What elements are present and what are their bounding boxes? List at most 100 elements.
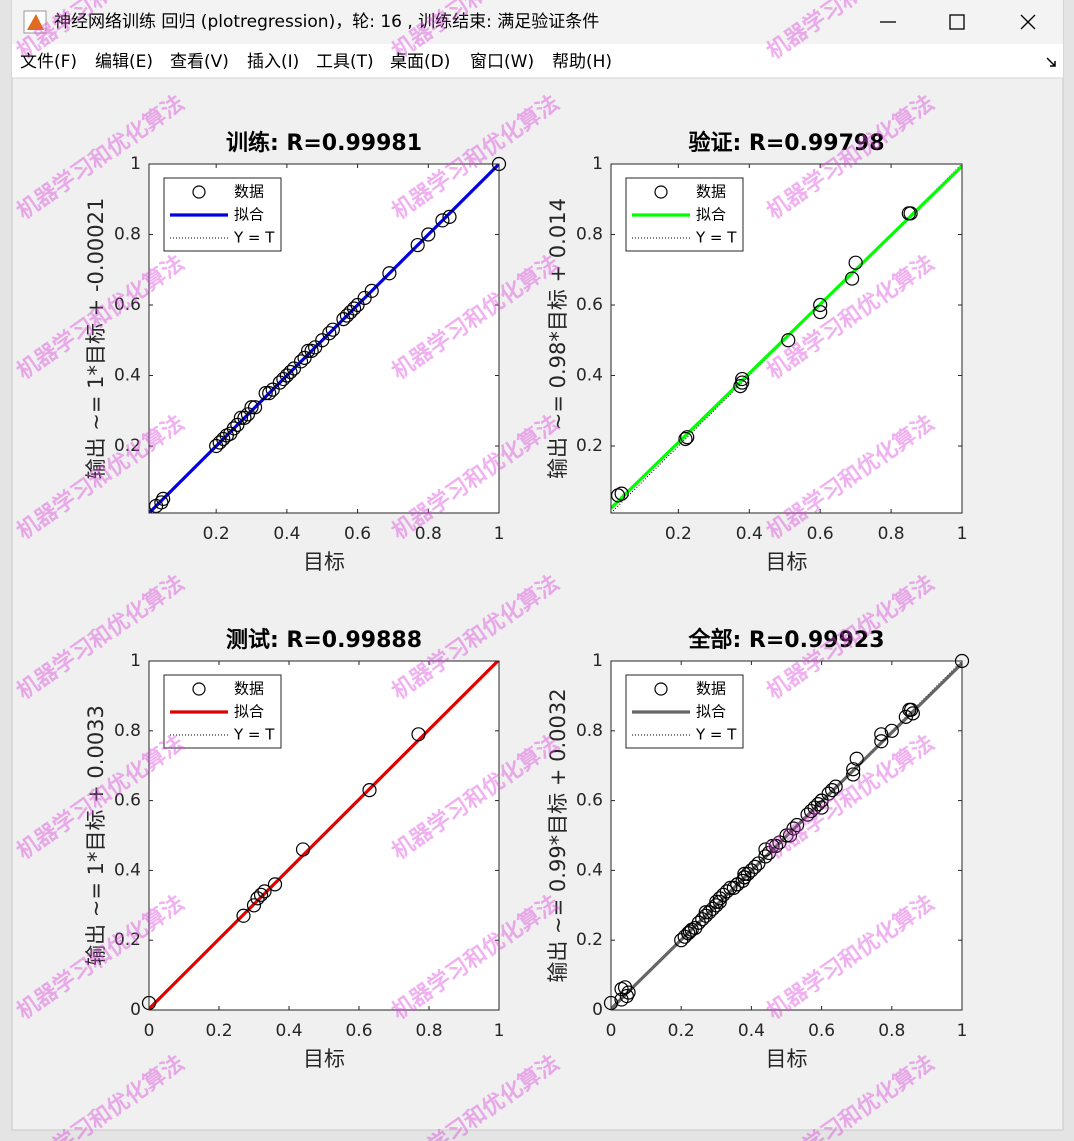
fit-line bbox=[149, 164, 499, 513]
y-tick-label: 0.6 bbox=[576, 791, 603, 811]
y-tick-label: 1 bbox=[130, 154, 141, 174]
maximize-button[interactable] bbox=[949, 14, 965, 30]
data-point bbox=[382, 266, 397, 281]
data-point bbox=[698, 905, 713, 920]
x-tick-label: 0.6 bbox=[808, 1021, 835, 1041]
data-point bbox=[421, 227, 436, 242]
data-point bbox=[257, 884, 272, 899]
x-axis-label: 目标 bbox=[766, 550, 808, 574]
menu-item[interactable]: 帮助(H) bbox=[552, 52, 612, 72]
x-tick-label: 0.8 bbox=[878, 524, 905, 544]
data-point bbox=[874, 727, 889, 742]
data-point bbox=[904, 702, 919, 717]
menu-item[interactable]: 窗口(W) bbox=[470, 52, 534, 72]
x-tick-label: 0 bbox=[144, 1021, 155, 1041]
legend-marker bbox=[654, 185, 668, 199]
data-point bbox=[698, 908, 713, 923]
data-point bbox=[813, 297, 828, 313]
x-tick-label: 0.8 bbox=[415, 524, 442, 544]
menu-bar bbox=[12, 44, 1063, 78]
chart-title: 训练: R=0.99981 bbox=[226, 130, 422, 156]
data-point bbox=[905, 706, 920, 721]
menu-item[interactable]: 文件(F) bbox=[20, 52, 77, 72]
legend-label: 数据 bbox=[696, 680, 726, 698]
y-tick-label: 0 bbox=[592, 1000, 603, 1020]
y-tick-label: 0.8 bbox=[576, 721, 603, 741]
y-axis-label: 输出 ~= 1*目标 + 0.0033 bbox=[84, 705, 108, 966]
data-point bbox=[848, 255, 863, 270]
data-point bbox=[682, 924, 698, 939]
legend-label: Y = T bbox=[233, 229, 275, 247]
data-point bbox=[903, 206, 918, 221]
data-point bbox=[813, 304, 828, 320]
x-tick-label: 0.4 bbox=[738, 1021, 765, 1041]
data-point bbox=[614, 486, 629, 501]
data-point bbox=[730, 877, 745, 892]
data-point bbox=[237, 410, 252, 425]
data-point bbox=[246, 898, 262, 913]
x-tick-label: 0.2 bbox=[203, 524, 230, 544]
x-axis-label: 目标 bbox=[303, 550, 345, 574]
menu-item[interactable]: 查看(V) bbox=[170, 52, 229, 72]
data-point bbox=[325, 322, 340, 337]
menu-item[interactable]: 桌面(D) bbox=[390, 52, 450, 72]
x-tick-label: 0.2 bbox=[668, 1021, 695, 1041]
chart-title: 测试: R=0.99888 bbox=[226, 628, 422, 653]
data-point bbox=[304, 343, 319, 358]
data-point bbox=[300, 343, 316, 358]
data-point bbox=[828, 779, 843, 794]
x-tick-label: 1 bbox=[494, 524, 505, 544]
app-icon bbox=[23, 10, 47, 34]
data-point bbox=[283, 364, 298, 380]
data-point bbox=[733, 378, 748, 394]
x-tick-label: 0.4 bbox=[736, 524, 763, 544]
dock-icon[interactable] bbox=[1046, 57, 1056, 67]
legend-marker bbox=[192, 185, 206, 199]
data-point bbox=[874, 734, 889, 749]
x-tick-label: 0.4 bbox=[275, 1021, 302, 1041]
menu-item[interactable]: 工具(T) bbox=[316, 52, 374, 72]
legend-label: 拟合 bbox=[696, 206, 726, 224]
legend-marker bbox=[192, 682, 206, 696]
data-point bbox=[411, 727, 426, 742]
data-point bbox=[435, 213, 450, 228]
x-tick-label: 0 bbox=[606, 1021, 617, 1041]
axes-box bbox=[148, 163, 500, 514]
menu-item[interactable]: 插入(I) bbox=[247, 52, 299, 72]
legend-label: 数据 bbox=[234, 183, 264, 201]
data-point bbox=[810, 796, 826, 812]
data-point bbox=[236, 908, 251, 923]
data-point bbox=[262, 386, 277, 401]
y-tick-label: 0.2 bbox=[576, 930, 603, 950]
legend-label: 拟合 bbox=[696, 703, 726, 721]
x-tick-label: 1 bbox=[957, 524, 968, 544]
x-tick-label: 0.8 bbox=[415, 1021, 442, 1041]
data-point bbox=[884, 723, 899, 738]
menu-item[interactable]: 编辑(E) bbox=[95, 52, 153, 72]
data-point bbox=[442, 209, 457, 224]
data-point bbox=[247, 400, 263, 415]
y-tick-label: 0.8 bbox=[576, 225, 603, 245]
y-tick-label: 0.4 bbox=[576, 366, 603, 386]
x-tick-label: 0.2 bbox=[665, 524, 692, 544]
data-point bbox=[712, 894, 727, 909]
data-point bbox=[719, 884, 734, 899]
data-point bbox=[293, 354, 309, 369]
fit-line bbox=[611, 662, 962, 1010]
axes-box bbox=[610, 163, 963, 514]
y-tick-label: 0.4 bbox=[114, 366, 141, 386]
y-tick-label: 0.2 bbox=[114, 930, 141, 950]
legend-label: Y = T bbox=[695, 726, 737, 744]
legend-label: 数据 bbox=[234, 680, 264, 698]
data-point bbox=[846, 767, 861, 782]
close-button[interactable] bbox=[1020, 14, 1036, 30]
data-point bbox=[726, 880, 741, 895]
data-point bbox=[681, 926, 696, 941]
x-tick-label: 0.4 bbox=[273, 524, 300, 544]
x-tick-label: 1 bbox=[494, 1021, 505, 1041]
chart-title: 验证: R=0.99798 bbox=[688, 130, 884, 156]
axes-box bbox=[148, 660, 500, 1011]
